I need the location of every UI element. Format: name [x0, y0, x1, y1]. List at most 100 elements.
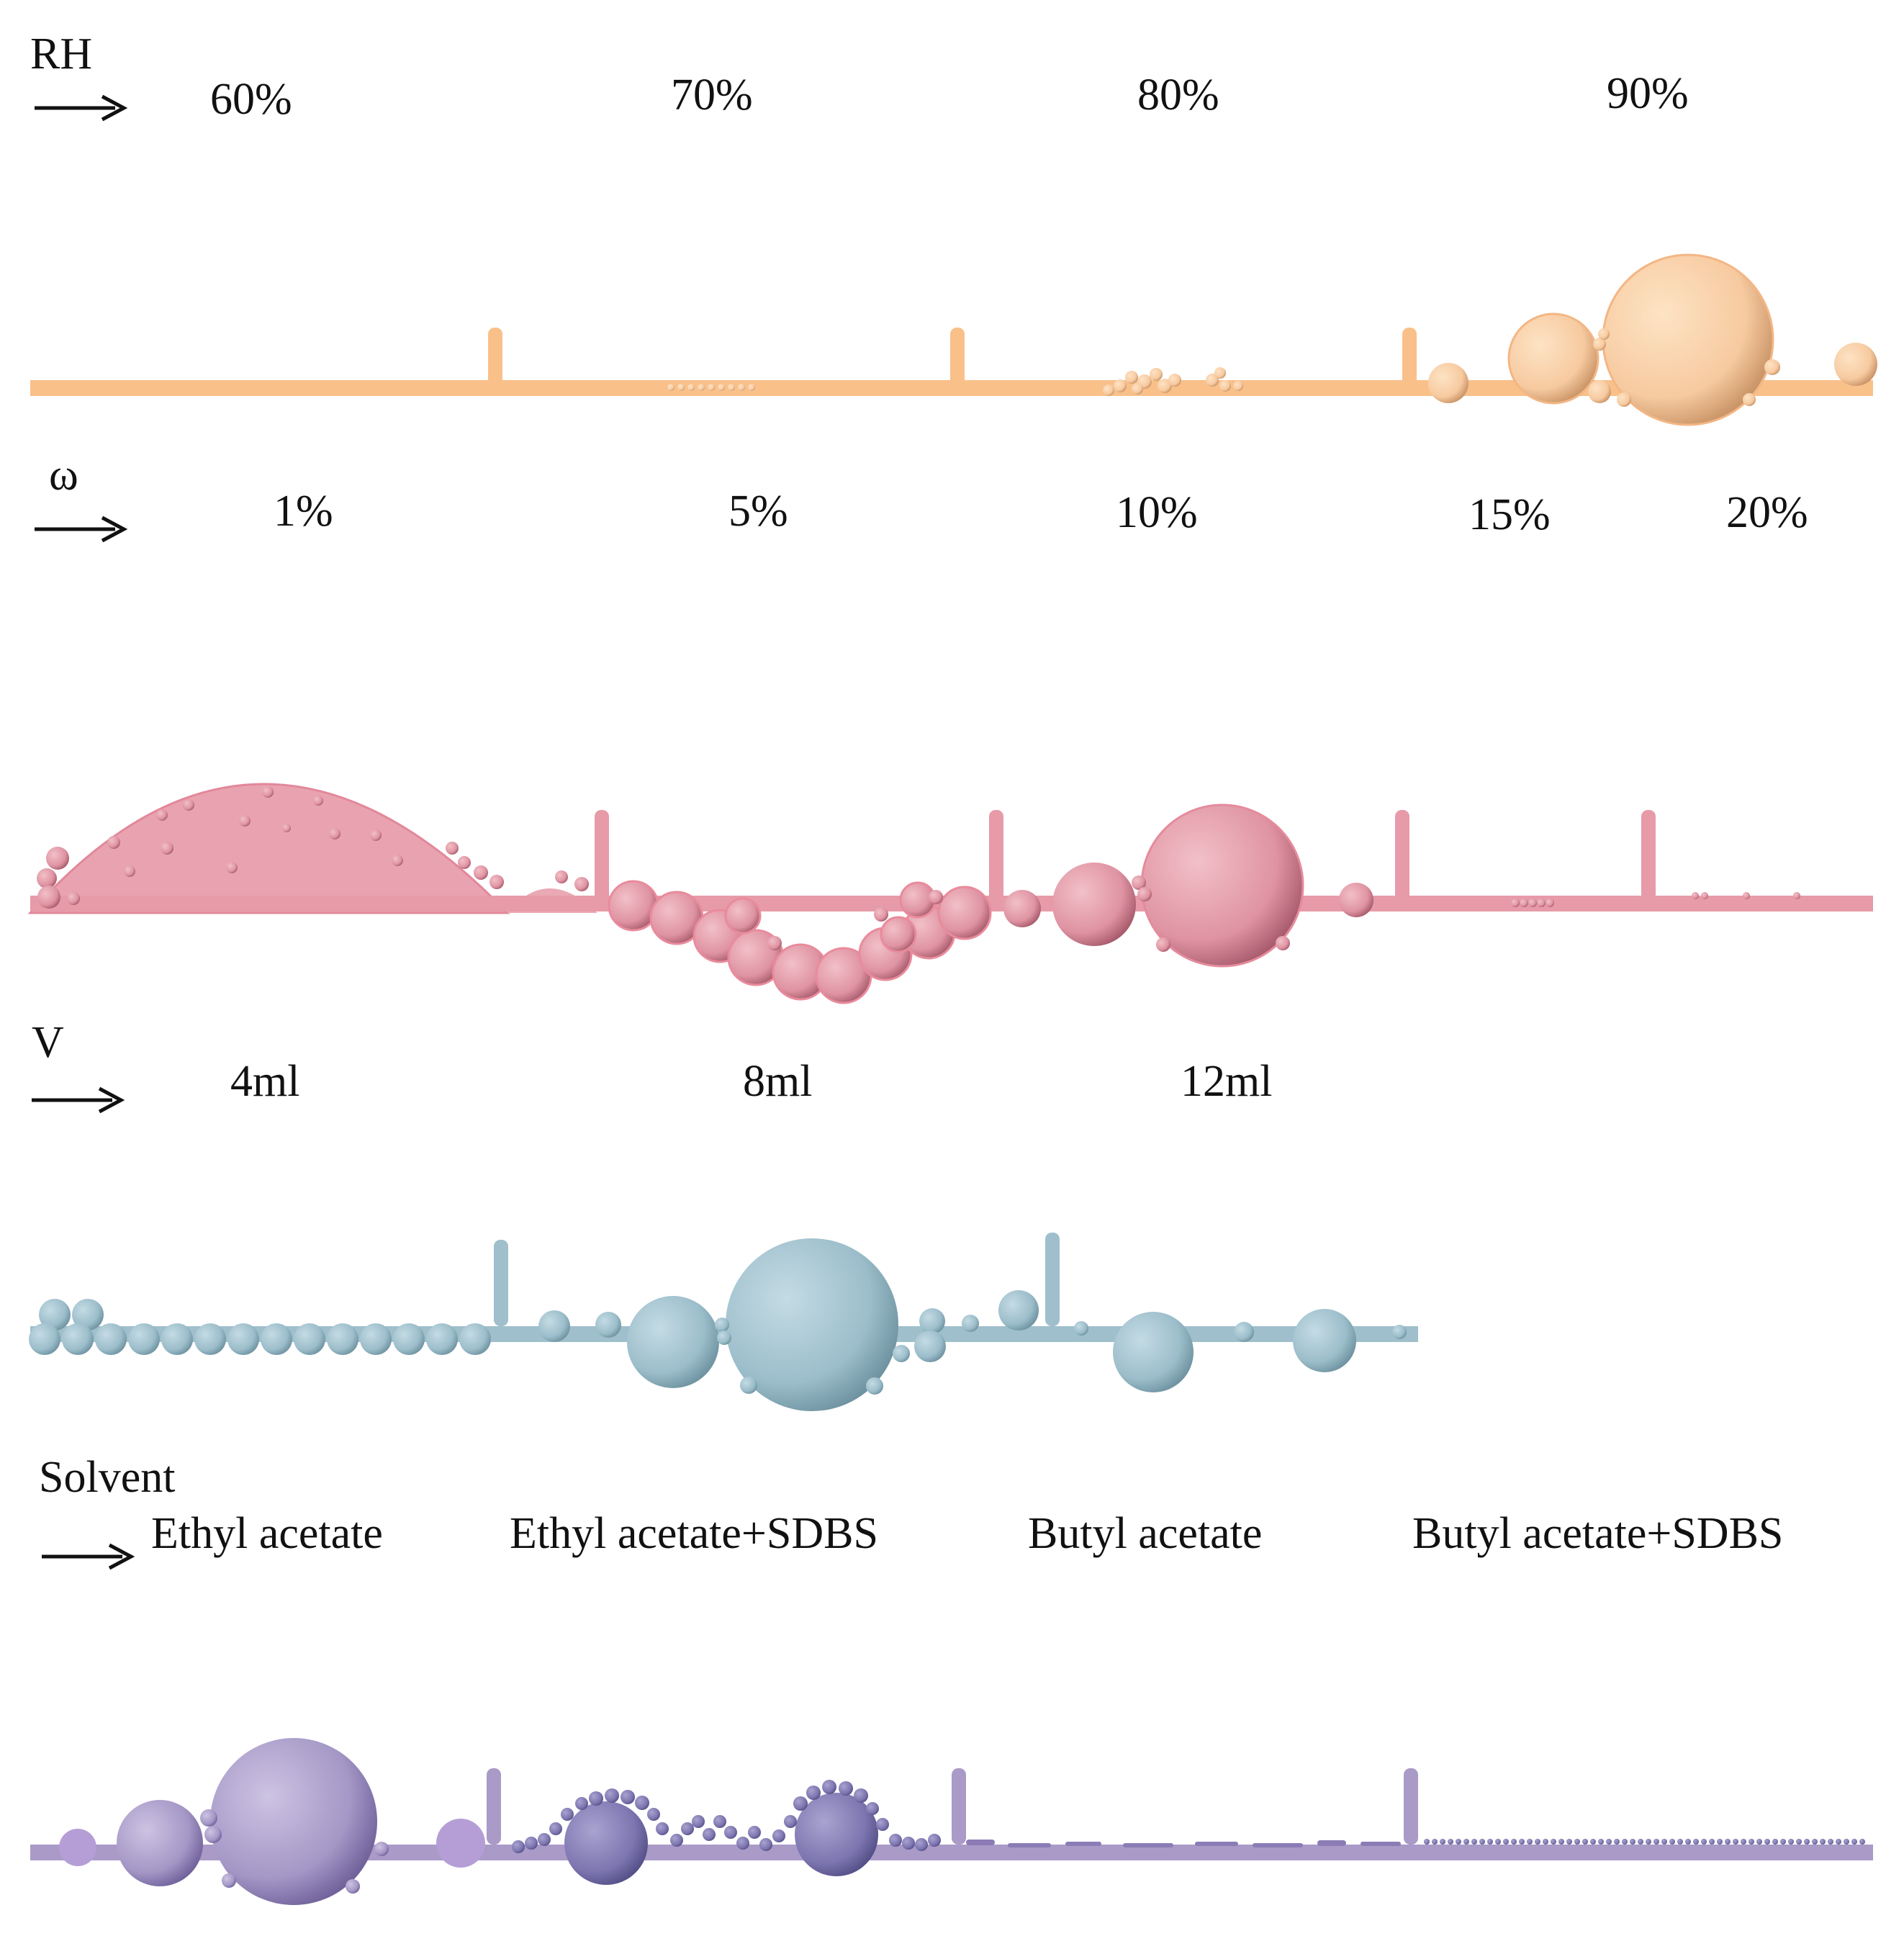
tiny-droplet: [1574, 1839, 1580, 1845]
row-solvent: Solvent Ethyl acetate Ethyl acetate+SDBS…: [30, 1453, 1873, 1905]
tiny-droplet: [1558, 1839, 1564, 1845]
tiny-droplet: [1661, 1839, 1667, 1845]
omega-condition-label: 1%: [274, 487, 333, 536]
tiny-droplet: [1780, 1839, 1786, 1845]
volume-condition-label: 12ml: [1181, 1057, 1272, 1106]
tiny-droplet: [1677, 1839, 1683, 1845]
rh-condition-label: 90%: [1607, 69, 1689, 118]
tiny-droplet: [1487, 1839, 1493, 1845]
row-rh-variable-label: RH: [30, 30, 92, 78]
solvent-droplets-ethyl: [59, 1738, 485, 1905]
volume-condition-label: 8ml: [743, 1057, 812, 1106]
right-arrow-icon: [42, 1543, 135, 1570]
tiny-droplet: [1764, 1839, 1770, 1845]
tiny-droplet: [1424, 1839, 1430, 1845]
tiny-droplet: [1772, 1839, 1778, 1845]
volume-droplets-8: [538, 1238, 1039, 1411]
rh-substrate: [30, 328, 1873, 396]
row-rh: RH 60% 70% 80% 90%: [30, 30, 1877, 426]
omega-condition-label: 5%: [728, 487, 788, 536]
tiny-droplet: [1622, 1839, 1628, 1845]
volume-condition-label: 4ml: [230, 1057, 299, 1106]
tiny-droplet: [1796, 1839, 1802, 1845]
tiny-droplet: [1788, 1839, 1794, 1845]
row-omega-variable-label: ω: [49, 451, 78, 500]
row-solvent-variable-label: Solvent: [39, 1453, 175, 1502]
tiny-droplet: [1836, 1839, 1841, 1845]
solvent-condition-label: Butyl acetate: [1028, 1509, 1262, 1558]
rh-condition-label: 70%: [671, 71, 753, 120]
tiny-droplet: [1741, 1839, 1746, 1845]
omega-dots-1: [37, 786, 589, 909]
tiny-droplet: [1448, 1839, 1453, 1845]
tiny-droplet: [1709, 1839, 1715, 1845]
solvent-droplets-ethyl-sdbs: [512, 1780, 941, 1885]
tiny-droplet: [1440, 1839, 1445, 1845]
tiny-droplet: [1693, 1839, 1699, 1845]
tiny-droplet: [1733, 1839, 1738, 1845]
tiny-droplet: [1614, 1839, 1620, 1845]
omega-condition-label: 10%: [1116, 488, 1198, 537]
omega-condition-label: 15%: [1468, 490, 1551, 539]
tiny-droplet: [1653, 1839, 1659, 1845]
volume-droplets-4: [29, 1299, 491, 1355]
omega-droplets-5-small: [767, 890, 943, 950]
volume-droplets-12: [1074, 1309, 1407, 1392]
tiny-droplet: [1456, 1839, 1461, 1845]
omega-condition-label: 20%: [1726, 488, 1808, 537]
tiny-droplet: [1543, 1839, 1548, 1845]
tiny-droplet: [1582, 1839, 1588, 1845]
right-arrow-icon: [35, 515, 128, 543]
tiny-droplet: [1756, 1839, 1762, 1845]
tiny-droplet: [1535, 1839, 1540, 1845]
tiny-droplet: [1590, 1839, 1596, 1845]
solvent-condition-label: Butyl acetate+SDBS: [1412, 1509, 1783, 1558]
rh-condition-label: 80%: [1137, 71, 1219, 120]
tiny-droplet: [1828, 1839, 1833, 1845]
tiny-droplet: [1551, 1839, 1556, 1845]
tiny-droplet: [1527, 1839, 1533, 1845]
tiny-droplet: [1820, 1839, 1826, 1845]
tiny-droplet: [1598, 1839, 1604, 1845]
tiny-droplet: [1479, 1839, 1485, 1845]
tiny-droplet: [1844, 1839, 1849, 1845]
tiny-droplet: [1812, 1839, 1818, 1845]
tiny-droplet: [1630, 1839, 1635, 1845]
omega-droplets-10: [1003, 803, 1373, 968]
tiny-droplet: [1749, 1839, 1754, 1845]
tiny-droplet: [1701, 1839, 1707, 1845]
rh-droplets-90: [1428, 253, 1877, 426]
tiny-droplet: [1804, 1839, 1810, 1845]
tiny-droplet: [1432, 1839, 1438, 1845]
solvent-condition-label: Ethyl acetate+SDBS: [510, 1509, 878, 1558]
tiny-droplet: [1646, 1839, 1651, 1845]
solvent-substrate: [30, 1768, 1873, 1860]
tiny-droplet: [1717, 1839, 1723, 1845]
omega-droplets-15: [1511, 899, 1554, 907]
rh-condition-label: 60%: [210, 75, 292, 124]
row-omega: ω 1% 5% 10% 15% 20%: [27, 451, 1873, 1004]
rh-droplets-70: [667, 384, 755, 391]
solvent-droplets-butyl-sdbs: [1424, 1839, 1865, 1845]
row-volume-variable-label: V: [32, 1018, 64, 1067]
tiny-droplet: [1859, 1839, 1865, 1845]
solvent-condition-label: Ethyl acetate: [151, 1509, 383, 1558]
tiny-droplet: [1511, 1839, 1517, 1845]
tiny-droplet: [1638, 1839, 1643, 1845]
row-volume: V 4ml 8ml 12ml: [29, 1018, 1418, 1411]
tiny-droplet: [1566, 1839, 1572, 1845]
rh-droplets-80: [1103, 367, 1243, 396]
solvent-film-butyl: [966, 1840, 1401, 1847]
tiny-droplet: [1669, 1839, 1675, 1845]
tiny-droplet: [1471, 1839, 1477, 1845]
omega-droplets-20: [1692, 892, 1800, 899]
right-arrow-icon: [32, 1086, 125, 1114]
tiny-droplet: [1463, 1839, 1469, 1845]
tiny-droplet: [1503, 1839, 1509, 1845]
tiny-droplet: [1851, 1839, 1857, 1845]
tiny-droplet: [1725, 1839, 1731, 1845]
right-arrow-icon: [35, 94, 128, 122]
tiny-droplet: [1495, 1839, 1501, 1845]
